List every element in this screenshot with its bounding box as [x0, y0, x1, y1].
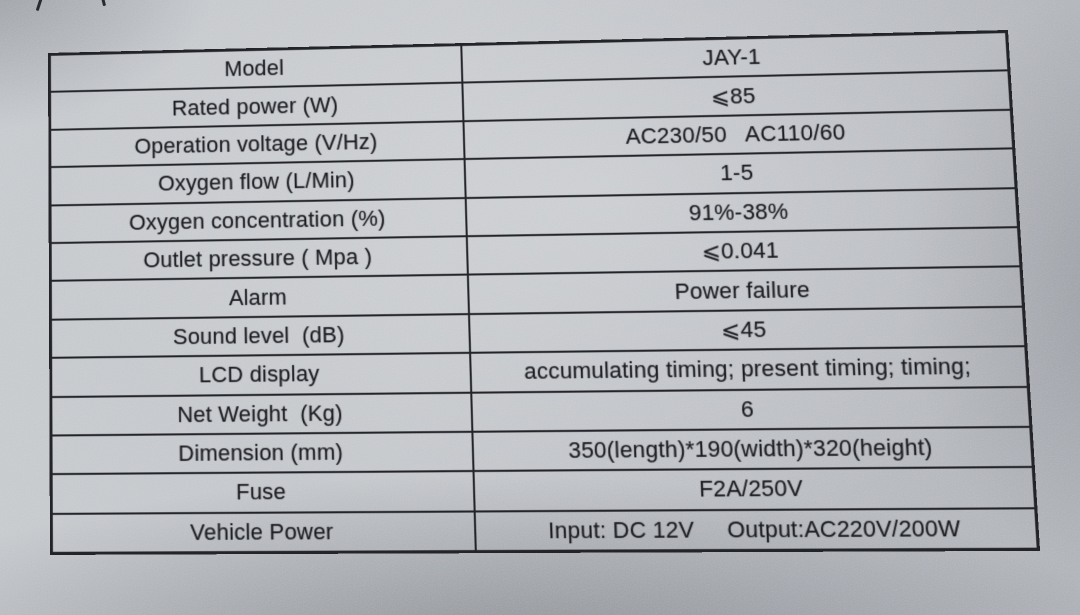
row-label: Oxygen concentration (%) — [51, 198, 468, 242]
table-row-vehicle-power: Vehicle Power Input: DC 12V Output:AC220… — [52, 509, 1037, 552]
row-label: Fuse — [52, 472, 476, 513]
row-value: 6 — [740, 395, 755, 422]
row-label: LCD display — [52, 353, 472, 396]
table-row-dimension: Dimension (mm) 350(length)*190(width)*32… — [52, 427, 1032, 476]
cutoff-ink-mark-left — [35, 0, 44, 12]
row-label: Sound level (dB) — [51, 314, 471, 357]
row-label: Dimension (mm) — [52, 432, 475, 474]
row-value: ⩽0.041 — [701, 237, 780, 265]
row-value: ⩽45 — [720, 316, 767, 343]
row-value: Input: DC 12V Output:AC220V/200W — [547, 514, 962, 544]
row-label: Oxygen flow (L/Min) — [51, 160, 467, 205]
row-value: Power failure — [674, 276, 811, 304]
row-value: 350(length)*190(width)*320(height) — [567, 434, 934, 464]
row-value: accumulating timing; present timing; tim… — [523, 353, 972, 385]
row-label: Vehicle Power — [52, 512, 477, 552]
specification-table: Model JAY-1 Rated power (W) ⩽85 Operatio… — [48, 30, 1041, 555]
table-row-fuse: Fuse F2A/250V — [52, 468, 1035, 515]
row-value: F2A/250V — [698, 475, 804, 503]
row-label: Net Weight (Kg) — [52, 393, 474, 435]
row-label: Outlet pressure ( Mpa ) — [51, 237, 469, 281]
row-label: Operation voltage (V/Hz) — [51, 121, 466, 167]
cutoff-ink-mark-right — [100, 0, 107, 7]
row-label: Alarm — [51, 275, 470, 319]
